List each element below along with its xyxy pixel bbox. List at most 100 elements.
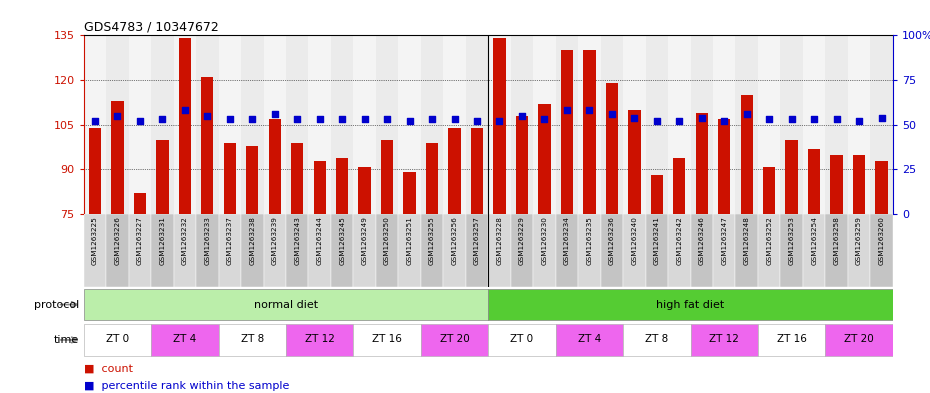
Bar <box>196 35 219 214</box>
Text: GSM1263239: GSM1263239 <box>272 217 278 265</box>
Bar <box>740 95 753 214</box>
Bar <box>583 50 595 214</box>
Text: GSM1263251: GSM1263251 <box>406 217 413 265</box>
Text: ■  count: ■ count <box>84 363 133 373</box>
Bar <box>246 146 259 214</box>
Bar <box>241 35 263 214</box>
Point <box>537 116 551 123</box>
Point <box>649 118 664 124</box>
Bar <box>825 324 893 356</box>
Point <box>87 118 102 124</box>
Bar <box>196 214 219 287</box>
Point <box>604 111 619 117</box>
Bar <box>488 214 511 287</box>
Bar <box>488 288 893 321</box>
Bar <box>645 214 668 287</box>
Bar <box>263 214 286 287</box>
Bar <box>623 324 690 356</box>
Bar <box>219 35 241 214</box>
Point <box>492 118 507 124</box>
Bar <box>578 214 601 287</box>
Text: ZT 16: ZT 16 <box>372 334 402 344</box>
Bar <box>853 154 865 214</box>
Bar <box>286 35 309 214</box>
Bar <box>651 175 663 214</box>
Bar <box>420 214 444 287</box>
Text: ZT 12: ZT 12 <box>710 334 739 344</box>
Bar <box>601 214 623 287</box>
Bar <box>555 324 623 356</box>
Bar <box>376 214 398 287</box>
Text: GSM1263230: GSM1263230 <box>541 217 548 265</box>
Bar <box>561 50 573 214</box>
Bar <box>668 214 690 287</box>
Text: GSM1263249: GSM1263249 <box>362 217 367 265</box>
Point <box>514 113 529 119</box>
Text: GSM1263259: GSM1263259 <box>857 217 862 265</box>
Bar <box>848 214 870 287</box>
Bar <box>426 143 438 214</box>
Bar <box>179 39 191 214</box>
Bar <box>780 214 803 287</box>
Point <box>717 118 732 124</box>
Bar <box>493 39 506 214</box>
Text: GSM1263238: GSM1263238 <box>249 217 255 265</box>
Point <box>784 116 799 123</box>
Bar <box>376 35 398 214</box>
Text: GSM1263244: GSM1263244 <box>317 217 323 265</box>
Bar <box>84 324 151 356</box>
Bar <box>331 214 353 287</box>
Text: GSM1263229: GSM1263229 <box>519 217 525 265</box>
Bar <box>286 324 353 356</box>
Bar <box>88 128 101 214</box>
Point <box>671 118 686 124</box>
Bar <box>578 35 601 214</box>
Text: ZT 12: ZT 12 <box>305 334 335 344</box>
Bar <box>758 324 825 356</box>
Bar <box>623 214 645 287</box>
Bar <box>263 35 286 214</box>
Bar <box>174 214 196 287</box>
Bar <box>84 288 488 321</box>
Bar <box>690 324 758 356</box>
Point <box>222 116 237 123</box>
Bar <box>106 214 128 287</box>
Text: GSM1263241: GSM1263241 <box>654 217 659 265</box>
Text: GSM1263252: GSM1263252 <box>766 217 772 265</box>
Bar <box>758 214 780 287</box>
Text: GSM1263234: GSM1263234 <box>564 217 570 265</box>
Text: protocol: protocol <box>33 299 79 310</box>
Bar <box>336 158 349 214</box>
Text: GSM1263247: GSM1263247 <box>722 217 727 265</box>
Bar <box>803 35 825 214</box>
Bar <box>673 158 685 214</box>
Bar <box>156 140 168 214</box>
Bar <box>511 35 533 214</box>
Bar <box>291 143 303 214</box>
Point <box>806 116 821 123</box>
Text: ZT 0: ZT 0 <box>106 334 129 344</box>
Bar <box>713 35 736 214</box>
Point <box>290 116 305 123</box>
Bar <box>628 110 641 214</box>
Bar <box>533 214 555 287</box>
Point <box>200 113 215 119</box>
Bar <box>448 128 460 214</box>
Point <box>762 116 777 123</box>
Point <box>627 114 642 121</box>
Text: ZT 16: ZT 16 <box>777 334 806 344</box>
Bar <box>241 214 263 287</box>
Bar <box>112 101 124 214</box>
Bar <box>151 214 174 287</box>
Text: GSM1263226: GSM1263226 <box>114 217 120 265</box>
Point <box>560 107 575 114</box>
Text: ZT 20: ZT 20 <box>440 334 470 344</box>
Bar <box>808 149 820 214</box>
Bar <box>870 35 893 214</box>
Bar <box>134 193 146 214</box>
Bar <box>555 214 578 287</box>
Bar <box>488 35 511 214</box>
Text: GSM1263255: GSM1263255 <box>429 217 435 265</box>
Bar <box>690 214 713 287</box>
Bar <box>690 35 713 214</box>
